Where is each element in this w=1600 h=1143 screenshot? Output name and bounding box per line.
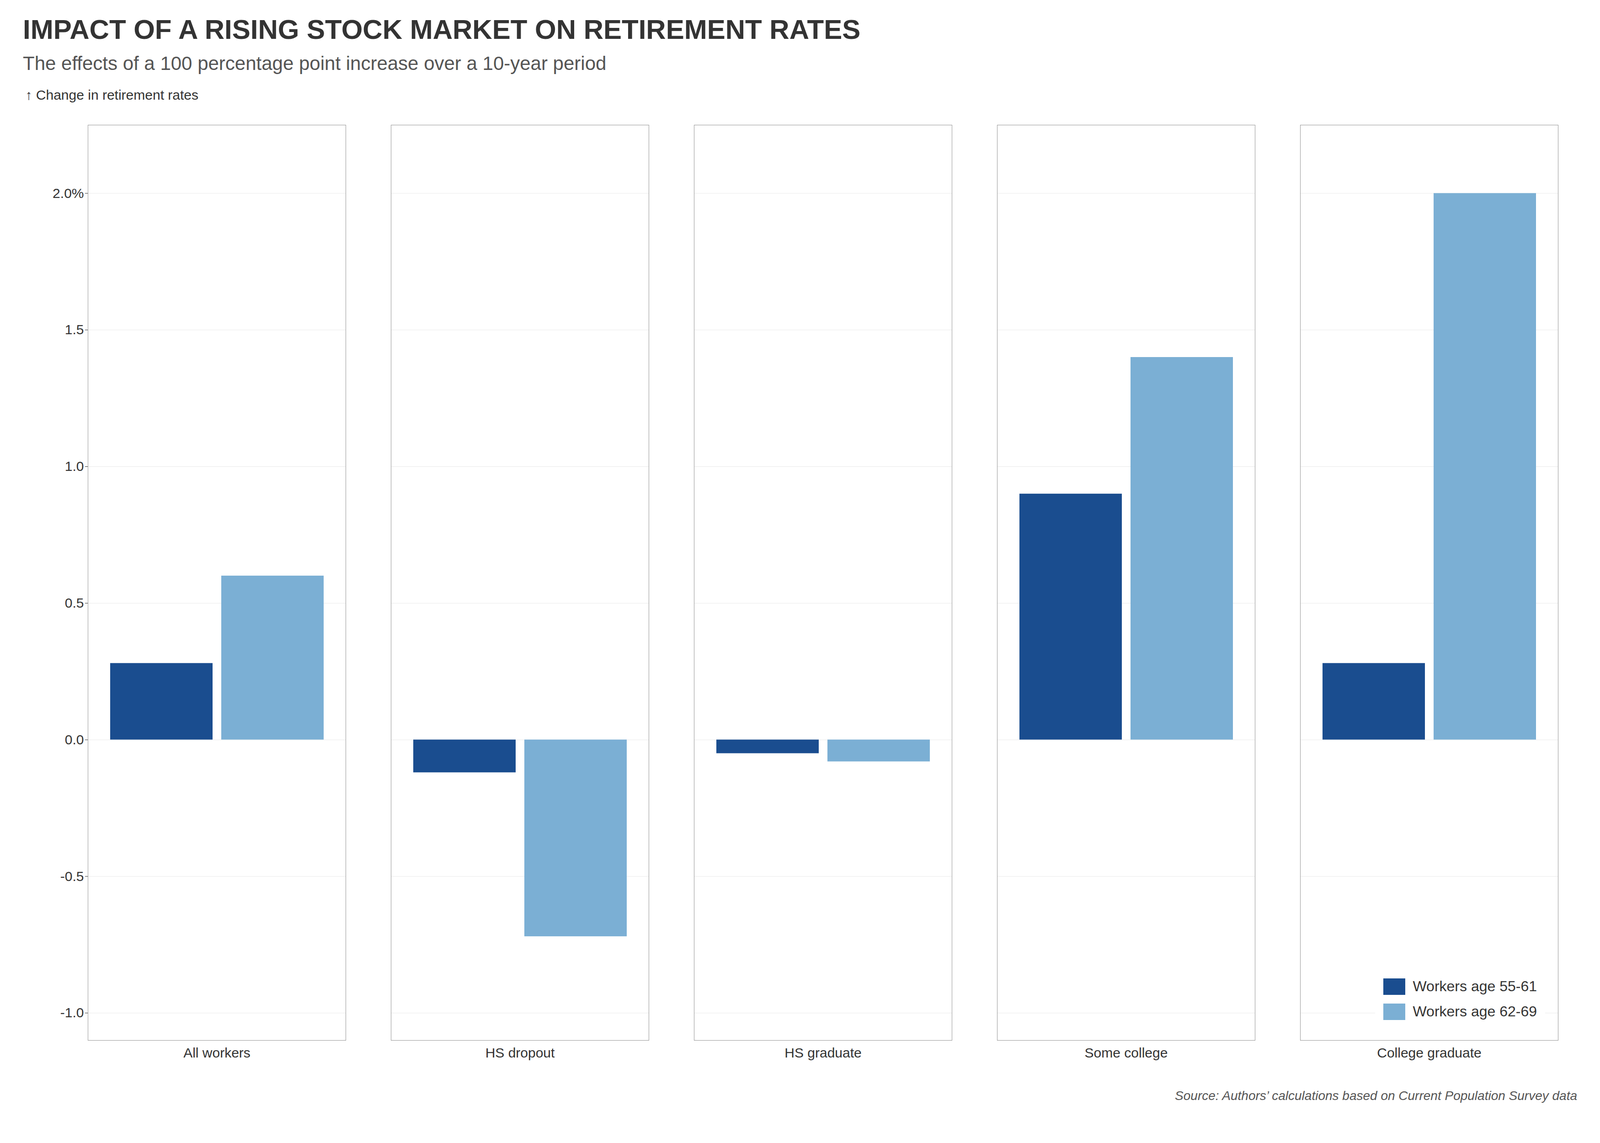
html-text:IMPACT OF A RISING STOCK MARKE: IMPACT OF A RISING STOCK MARKET ON RETIR… (22, 14, 861, 45)
html-text:Workers age 55-61: Workers age 55-61 (1412, 977, 1537, 995)
svg-text:All workers: All workers (183, 1045, 251, 1061)
svg-text:↑ Change in retirement rates: ↑ Change in retirement rates (25, 88, 199, 103)
svg-text:College graduate: College graduate (1376, 1045, 1482, 1061)
svg-text:Some college: Some college (1084, 1045, 1168, 1061)
svg-text:1.5: 1.5 (64, 321, 85, 337)
html-text:The effects of a 100 percentag: The effects of a 100 percentage point in… (22, 52, 607, 75)
svg-text:0.0: 0.0 (64, 731, 85, 747)
svg-text:-1.0: -1.0 (60, 1004, 85, 1020)
svg-text:1.0: 1.0 (64, 458, 85, 474)
html-text:Workers age 62-69: Workers age 62-69 (1412, 1002, 1537, 1020)
svg-text:0.5: 0.5 (64, 595, 85, 611)
svg-text:HS graduate: HS graduate (784, 1045, 862, 1061)
svg-text:HS dropout: HS dropout (485, 1045, 555, 1061)
svg-text:2.0%: 2.0% (52, 185, 84, 201)
svg-text:-0.5: -0.5 (60, 868, 85, 884)
html-text:Source: Authors’ calculations: Source: Authors’ calculations based on C… (1174, 1088, 1578, 1103)
